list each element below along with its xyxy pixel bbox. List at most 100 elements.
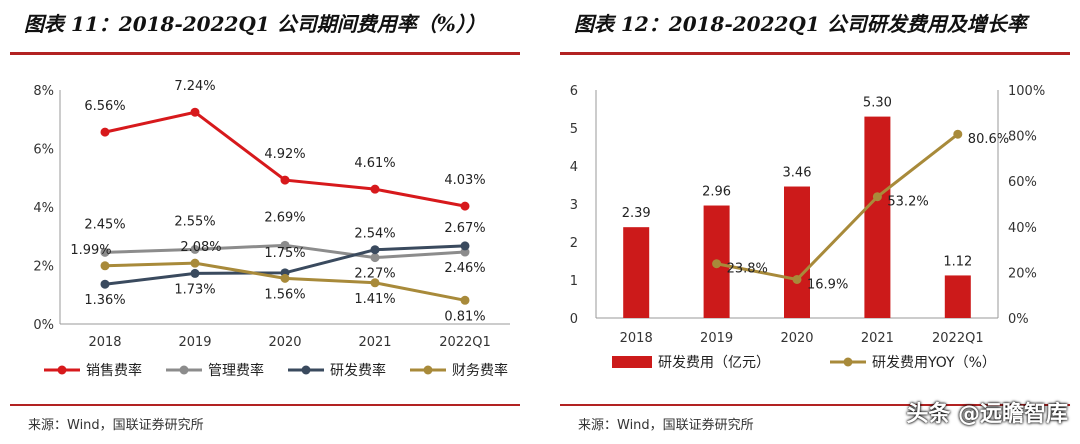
x-tick-label: 2019 xyxy=(700,331,733,346)
yoy-label: 23.8% xyxy=(727,262,768,277)
data-label: 2.55% xyxy=(174,214,215,229)
data-label: 2.08% xyxy=(180,240,221,255)
data-point xyxy=(370,253,380,263)
chart-panel-right: 图表 12：2018-2022Q1 公司研发费用及增长率 0 1 2 3 4 5 6 0% 20… xyxy=(550,0,1080,444)
yoy-point xyxy=(953,129,963,139)
legend-swatch-marker xyxy=(843,357,853,367)
y-tick-label: 8% xyxy=(33,84,54,99)
y-tick-label: 4% xyxy=(33,201,54,216)
bar-value-label: 1.12 xyxy=(943,254,972,269)
legend-swatch-marker xyxy=(423,365,433,375)
legend-swatch-bar xyxy=(612,356,652,368)
legend-label: 财务费率 xyxy=(452,362,508,379)
y2-tick-label: 20% xyxy=(1008,266,1037,281)
x-tick-label: 2018 xyxy=(620,331,653,346)
legend-swatch-marker xyxy=(301,365,311,375)
data-point xyxy=(370,184,380,194)
y2-tick-label: 0% xyxy=(1008,312,1029,327)
legend-label: 研发费率 xyxy=(330,362,386,379)
bar-value-label: 2.39 xyxy=(622,206,651,221)
y2-tick-label: 40% xyxy=(1008,221,1037,236)
data-label: 2.69% xyxy=(264,210,305,225)
y-tick-label: 1 xyxy=(570,274,578,289)
data-label: 4.61% xyxy=(354,156,395,171)
data-point xyxy=(100,261,110,271)
data-label: 2.54% xyxy=(354,227,395,242)
data-point xyxy=(370,278,380,288)
bar xyxy=(623,227,650,318)
legend-label: 管理费率 xyxy=(208,362,264,379)
x-tick-label: 2021 xyxy=(358,335,391,350)
legend-label: 研发费用YOY（%） xyxy=(872,355,996,371)
data-label: 1.41% xyxy=(354,292,395,307)
y-tick-label: 2 xyxy=(570,236,578,251)
bar xyxy=(944,275,971,318)
data-label: 2.46% xyxy=(444,261,485,276)
expense-ratio-line-chart: 0% 2% 4% 6% 8% 2018 2019 2020 2021 2022Q1 6.56% 7.2… xyxy=(33,79,510,379)
source-divider xyxy=(560,404,1070,406)
watermark: 头条 @远瞻智库 xyxy=(906,402,1068,427)
y-tick-label: 0% xyxy=(33,318,54,333)
y-tick-label: 4 xyxy=(570,160,578,175)
data-label: 0.81% xyxy=(444,309,485,324)
y-tick-label: 3 xyxy=(570,198,578,213)
yoy-label: 53.2% xyxy=(887,195,928,210)
bar-value-label: 2.96 xyxy=(702,185,731,200)
y2-tick-label: 80% xyxy=(1008,130,1037,145)
data-point xyxy=(280,175,290,185)
y-tick-label: 2% xyxy=(33,260,54,275)
bar xyxy=(784,186,810,318)
data-label: 1.56% xyxy=(264,287,305,302)
source-note: 来源：Wind，国联证券研究所 xyxy=(578,418,754,433)
x-tick-label: 2019 xyxy=(178,335,211,350)
x-tick-label: 2020 xyxy=(268,335,301,350)
yoy-point xyxy=(712,259,722,269)
x-tick-label: 2020 xyxy=(780,331,813,346)
data-label: 1.99% xyxy=(70,243,111,258)
title-bar xyxy=(10,8,520,55)
data-label: 2.67% xyxy=(444,221,485,236)
data-label: 7.24% xyxy=(174,79,215,94)
y-tick-label: 6 xyxy=(570,84,578,99)
source-note: 来源：Wind，国联证券研究所 xyxy=(28,418,204,433)
data-label: 1.75% xyxy=(264,246,305,261)
source-divider xyxy=(10,404,520,406)
data-point xyxy=(100,127,110,137)
x-tick-label: 2021 xyxy=(861,331,894,346)
data-point xyxy=(460,241,470,251)
data-point xyxy=(190,107,200,117)
data-label: 4.03% xyxy=(444,173,485,188)
data-point xyxy=(190,258,200,268)
yoy-label: 16.9% xyxy=(807,277,848,292)
data-point xyxy=(280,240,290,250)
legend-label: 研发费用（亿元） xyxy=(658,355,770,371)
legend-swatch-marker xyxy=(179,365,189,375)
y-tick-label: 6% xyxy=(33,143,54,158)
data-point xyxy=(280,273,290,283)
y2-tick-label: 100% xyxy=(1008,84,1045,99)
legend-swatch-marker xyxy=(57,365,67,375)
y2-tick-label: 60% xyxy=(1008,175,1037,190)
data-label: 1.73% xyxy=(174,282,215,297)
data-point xyxy=(190,244,200,254)
data-label: 4.92% xyxy=(264,147,305,162)
x-tick-label: 2022Q1 xyxy=(439,335,491,350)
data-point xyxy=(190,268,200,278)
data-point xyxy=(460,295,470,305)
yoy-point xyxy=(872,192,882,202)
data-point xyxy=(100,247,110,257)
title-bar xyxy=(560,8,1070,55)
data-label: 2.27% xyxy=(354,267,395,282)
bar-value-label: 5.30 xyxy=(863,96,892,111)
chart-title: 图表 11：2018-2022Q1 公司期间费用率（%）） xyxy=(24,12,486,36)
y-tick-label: 5 xyxy=(570,122,578,137)
data-point xyxy=(370,245,380,255)
yoy-line xyxy=(716,133,959,282)
x-tick-label: 2022Q1 xyxy=(932,331,984,346)
bar-value-label: 3.46 xyxy=(783,166,812,181)
chart-title: 图表 12：2018-2022Q1 公司研发费用及增长率 xyxy=(574,12,1027,36)
legend-label: 销售费率 xyxy=(86,362,142,379)
data-point xyxy=(460,201,470,211)
chart-panel-left: 图表 11：2018-2022Q1 公司期间费用率（%）） 0% 2% 4% 6% 8%… xyxy=(0,0,530,444)
